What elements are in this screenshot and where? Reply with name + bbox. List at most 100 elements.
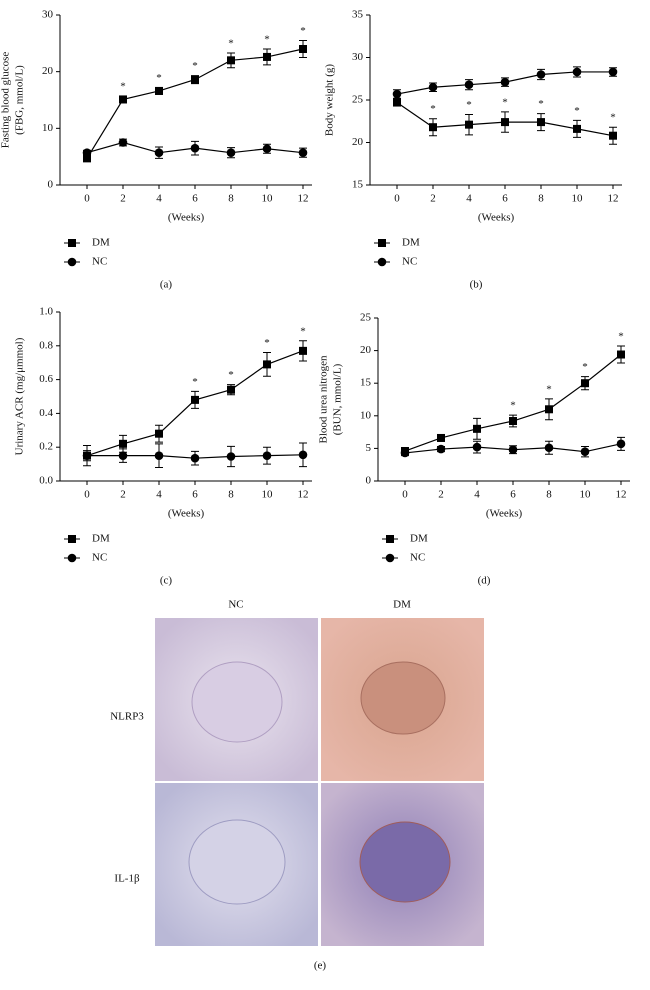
x-axis-label: (Weeks) — [478, 212, 515, 224]
y-tick-label: 25 — [352, 94, 364, 106]
y-tick-label: 5 — [366, 442, 372, 454]
x-tick-label: 0 — [402, 489, 408, 501]
significance-marker: * — [300, 325, 306, 337]
y-axis-label: Blood urea nitrogen — [318, 355, 330, 443]
marker — [617, 350, 625, 359]
x-tick-label: 6 — [502, 193, 508, 205]
x-tick-label: 2 — [438, 489, 444, 501]
x-tick-label: 2 — [430, 193, 436, 205]
x-tick-label: 0 — [394, 193, 400, 205]
y-tick-label: 10 — [360, 409, 372, 421]
y-axis-label: Body weight (g) — [324, 64, 336, 136]
legend-label: NC — [410, 552, 425, 564]
significance-marker: * — [618, 331, 624, 343]
significance-marker: * — [502, 96, 508, 108]
marker — [536, 70, 546, 79]
marker — [545, 405, 553, 414]
legend-marker — [378, 239, 386, 247]
significance-marker: * — [582, 361, 588, 373]
marker — [154, 148, 164, 157]
x-tick-label: 2 — [120, 193, 126, 205]
marker — [616, 439, 626, 449]
legend-label: NC — [402, 256, 417, 268]
legend-marker — [68, 535, 76, 543]
column-label: DM — [393, 599, 411, 611]
x-tick-label: 8 — [228, 489, 234, 501]
marker — [465, 120, 473, 129]
y-tick-label: 30 — [352, 51, 364, 63]
marker — [118, 451, 128, 460]
legend-label: DM — [92, 237, 110, 249]
x-tick-label: 4 — [466, 193, 472, 205]
y-tick-label: 0.4 — [39, 407, 53, 419]
marker — [609, 131, 617, 140]
x-tick-label: 8 — [538, 193, 544, 205]
marker — [400, 448, 410, 458]
x-tick-label: 12 — [298, 193, 309, 205]
y-axis-label: (BUN, mmol/L) — [332, 363, 344, 435]
significance-marker: * — [120, 81, 126, 93]
marker — [154, 451, 164, 460]
significance-marker: * — [546, 383, 552, 395]
x-tick-label: 10 — [580, 489, 592, 501]
marker — [500, 77, 510, 87]
marker — [299, 45, 307, 53]
significance-marker: * — [610, 112, 616, 124]
marker — [190, 453, 200, 463]
significance-marker: * — [156, 72, 162, 84]
significance-marker: * — [264, 337, 270, 349]
row-label: NLRP3 — [110, 711, 144, 723]
marker — [544, 443, 554, 453]
marker — [501, 118, 509, 127]
y-tick-label: 30 — [42, 9, 54, 21]
marker — [392, 89, 402, 99]
legend-marker — [67, 553, 77, 563]
significance-marker: * — [228, 37, 234, 49]
marker — [298, 148, 308, 157]
x-tick-label: 6 — [510, 489, 516, 501]
y-tick-label: 0 — [366, 475, 372, 487]
significance-marker: * — [300, 25, 306, 37]
x-axis-label: (Weeks) — [168, 212, 205, 224]
x-tick-label: 0 — [84, 489, 90, 501]
x-tick-label: 4 — [156, 193, 162, 205]
y-tick-label: 10 — [42, 122, 54, 134]
marker — [608, 67, 618, 77]
legend-label: DM — [402, 237, 420, 249]
marker — [155, 429, 163, 438]
marker — [393, 98, 401, 107]
y-tick-label: 25 — [360, 312, 372, 324]
y-tick-label: 20 — [352, 136, 364, 148]
marker — [472, 442, 482, 452]
panel-label: (b) — [470, 279, 483, 291]
x-tick-label: 12 — [298, 489, 309, 501]
panel-label: (c) — [160, 575, 173, 587]
x-tick-label: 6 — [192, 193, 198, 205]
significance-marker: * — [228, 369, 234, 381]
y-tick-label: 0.0 — [39, 475, 53, 487]
legend-marker — [386, 535, 394, 543]
legend-marker — [68, 239, 76, 247]
marker — [226, 452, 236, 461]
x-axis-label: (Weeks) — [168, 508, 205, 520]
y-tick-label: 15 — [360, 377, 372, 389]
y-tick-label: 15 — [352, 179, 364, 191]
legend-label: DM — [92, 533, 110, 545]
significance-marker: * — [430, 103, 436, 115]
marker — [262, 144, 272, 154]
marker — [537, 118, 545, 127]
x-tick-label: 12 — [616, 489, 627, 501]
marker — [581, 379, 589, 388]
marker — [573, 124, 581, 133]
panel-label: (a) — [160, 279, 173, 291]
legend-marker — [377, 257, 387, 267]
marker — [82, 451, 92, 460]
y-tick-label: 0 — [48, 179, 54, 191]
marker — [299, 346, 307, 355]
significance-marker: * — [192, 60, 198, 72]
marker — [508, 445, 518, 455]
significance-marker: * — [466, 99, 472, 111]
legend-label: DM — [410, 533, 428, 545]
marker — [227, 56, 235, 65]
x-axis-label: (Weeks) — [486, 508, 523, 520]
